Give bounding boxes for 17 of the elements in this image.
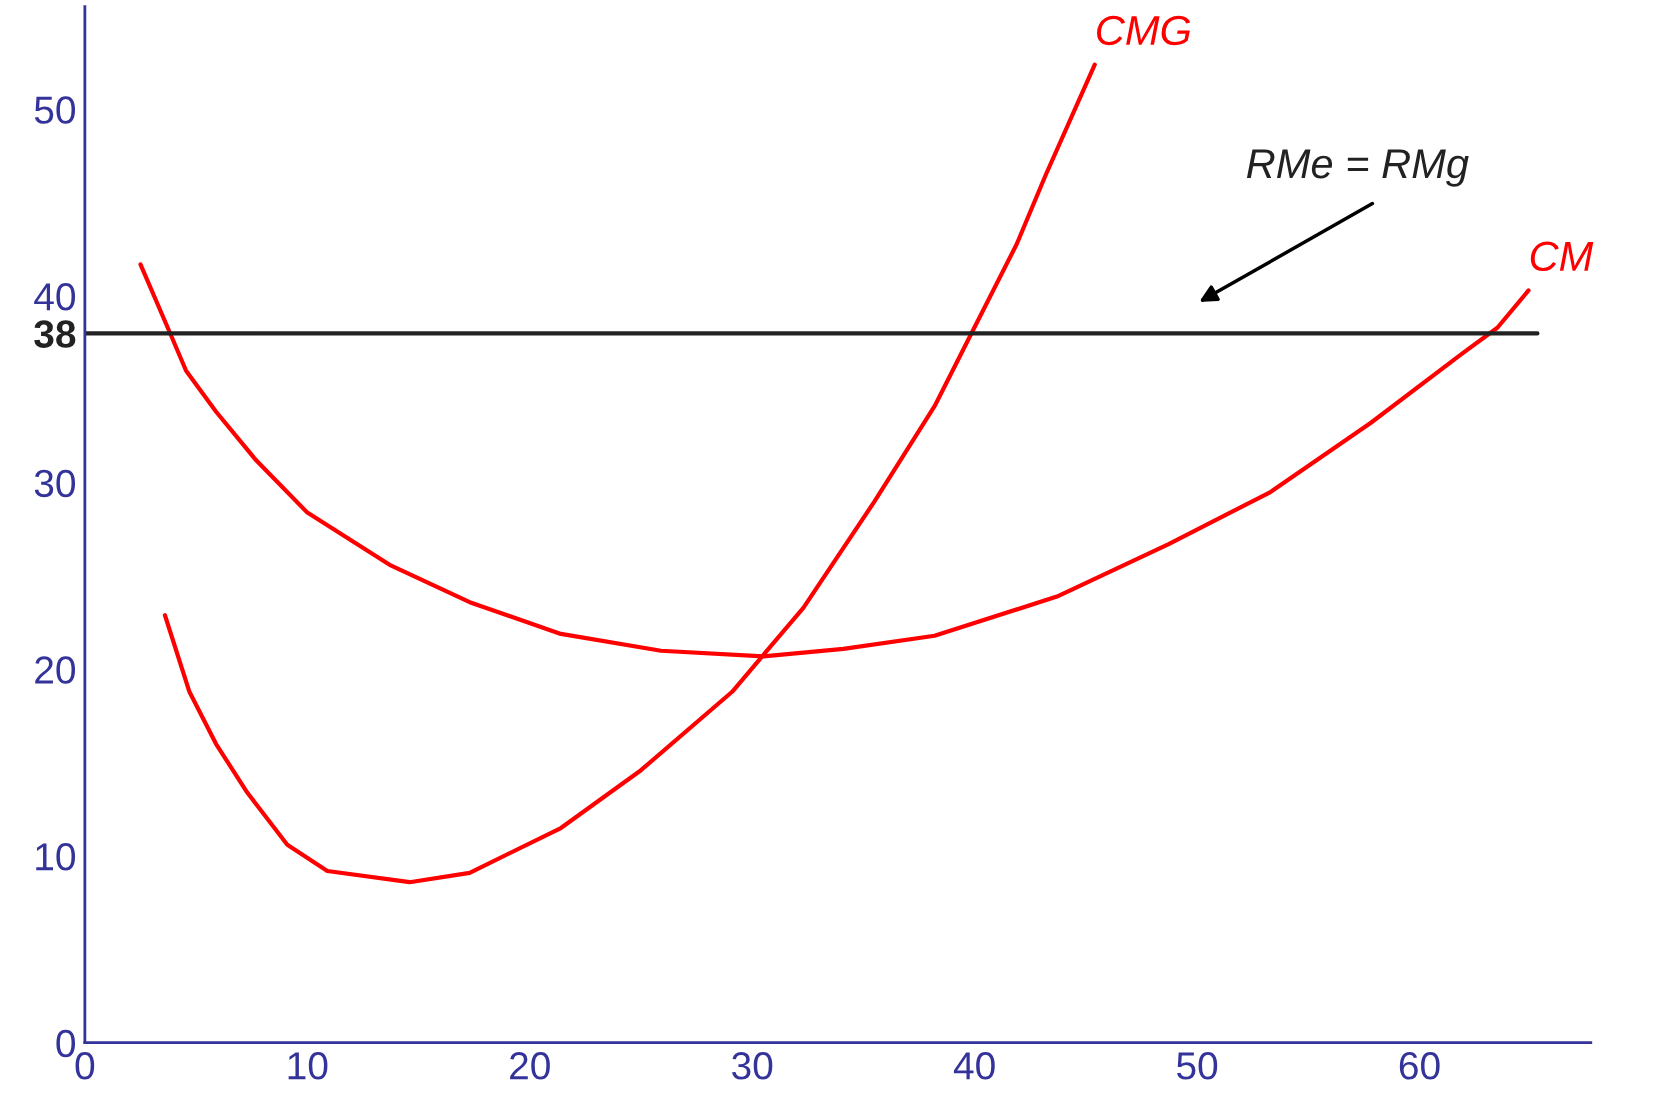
- y-tick-label: 50: [34, 96, 76, 124]
- y-tick-label: 10: [36, 842, 76, 871]
- x-tick-label: 50: [1176, 1052, 1218, 1080]
- annotation: RMe = RMg: [1246, 149, 1469, 187]
- series-label: CMG: [1097, 15, 1191, 46]
- x-tick-label: 10: [288, 1052, 328, 1080]
- y-tick-label: 38: [34, 320, 76, 348]
- x-tick-label: 40: [953, 1052, 995, 1080]
- x-tick-label: 60: [1399, 1052, 1440, 1080]
- y-tick-label: 30: [34, 469, 76, 498]
- series-label: CM: [1530, 241, 1594, 272]
- y-tick-label: 0: [56, 1029, 76, 1058]
- x-tick-label: 20: [510, 1052, 550, 1080]
- y-tick-label: 20: [35, 656, 76, 684]
- x-tick-label: 30: [732, 1052, 773, 1080]
- y-tick-label: 40: [34, 282, 76, 311]
- x-tick-label: 0: [75, 1052, 95, 1080]
